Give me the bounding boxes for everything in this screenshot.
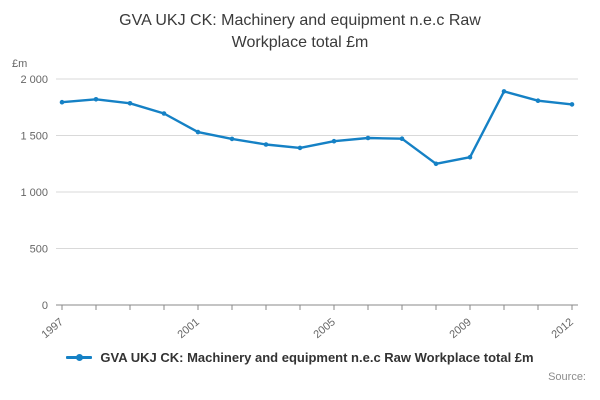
y-tick-label: 2 000 bbox=[20, 74, 48, 86]
data-point-marker bbox=[433, 161, 439, 167]
line-chart: £m 0 500 1 000 1 500 2 000 1997 2001 2005 2009 201… bbox=[12, 58, 578, 341]
data-line bbox=[60, 90, 574, 166]
x-tick-label: 2001 bbox=[175, 316, 201, 341]
y-axis-unit-label: £m bbox=[12, 58, 27, 70]
y-tick-label: 1 000 bbox=[20, 187, 48, 199]
x-tick-label: 2012 bbox=[549, 316, 575, 341]
data-point-marker bbox=[467, 155, 473, 160]
y-tick-label: 500 bbox=[30, 244, 48, 256]
data-point-marker bbox=[263, 142, 269, 147]
data-point-marker bbox=[501, 89, 507, 94]
data-point-marker bbox=[195, 129, 201, 135]
data-point-marker bbox=[297, 145, 303, 151]
y-tick-label: 0 bbox=[42, 300, 48, 312]
data-point-marker bbox=[399, 136, 405, 142]
y-tick-label: 1 500 bbox=[20, 131, 48, 143]
data-point-marker bbox=[365, 135, 371, 141]
legend: GVA UKJ CK: Machinery and equipment n.e.… bbox=[0, 345, 600, 369]
data-point-marker bbox=[331, 139, 337, 144]
data-point-marker bbox=[161, 111, 167, 116]
source-label: Source: bbox=[548, 371, 586, 384]
data-point-marker bbox=[229, 136, 235, 142]
legend-label: GVA UKJ CK: Machinery and equipment n.e.… bbox=[100, 349, 534, 365]
x-tick-label: 1997 bbox=[39, 316, 65, 341]
data-point-marker bbox=[93, 97, 99, 102]
legend-line-swatch bbox=[66, 353, 93, 361]
x-tick-label: 2009 bbox=[447, 316, 473, 341]
data-point-marker bbox=[59, 100, 65, 105]
data-point-marker bbox=[127, 101, 133, 106]
data-point-marker bbox=[535, 98, 541, 104]
data-point-marker bbox=[569, 102, 575, 107]
x-tick-label: 2005 bbox=[311, 316, 337, 341]
chart-title: GVA UKJ CK: Machinery and equipment n.e.… bbox=[119, 12, 481, 51]
